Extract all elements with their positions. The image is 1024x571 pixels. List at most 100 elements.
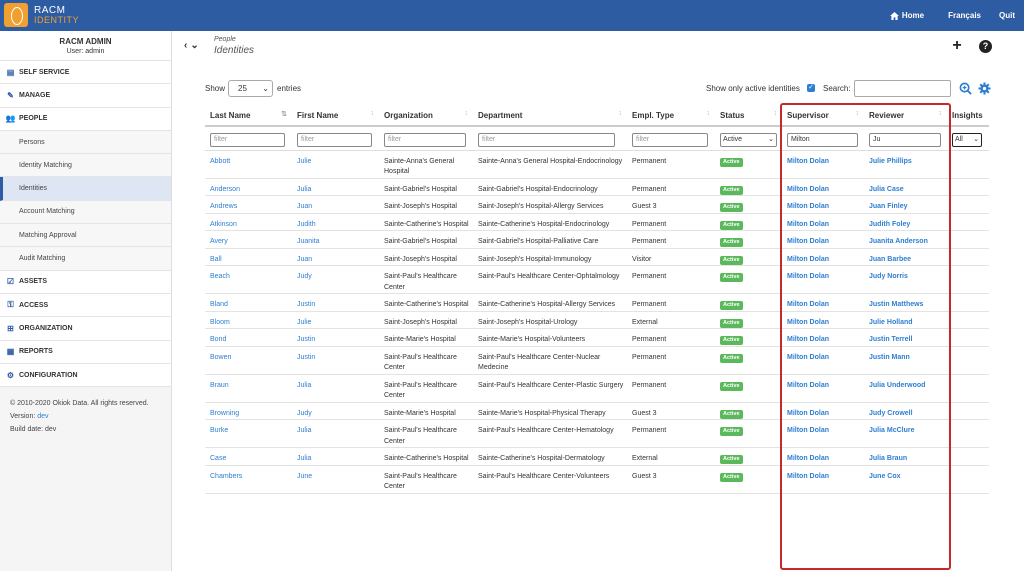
filter-status-select[interactable]: Active ⌄ [720,133,778,147]
supervisor-link[interactable]: Milton Dolan [782,293,864,312]
first-name-cell[interactable]: June [292,465,379,494]
table-row[interactable]: Atkinson Judith Sainte-Catherine's Hospita… [205,213,989,231]
filter-department-input[interactable]: filter [478,133,616,147]
reviewer-link[interactable]: Julie Holland [864,311,947,329]
reviewer-link[interactable]: Julia Braun [864,447,947,466]
supervisor-link[interactable]: Milton Dolan [782,213,864,231]
reviewer-link[interactable]: Juan Barbee [864,248,947,266]
supervisor-link[interactable]: Milton Dolan [782,328,864,347]
filter-first-name-input[interactable]: filter [297,133,373,147]
supervisor-link[interactable]: Milton Dolan [782,346,864,375]
table-row[interactable]: Bond Justin Sainte-Marie's Hospital Sainte-… [205,328,989,347]
sidebar-item-configuration[interactable]: ⚙ CONFIGURATION [0,363,171,388]
table-row[interactable]: Anderson Julia Saint-Gabriel's Hospital Sai… [205,178,989,196]
last-name-cell[interactable]: Abbott [205,150,292,179]
last-name-cell[interactable]: Case [205,447,292,466]
supervisor-link[interactable]: Milton Dolan [782,419,864,448]
column-header-insights[interactable]: Insights [947,105,989,127]
help-icon[interactable]: ? [979,40,992,53]
first-name-cell[interactable]: Julia [292,178,379,196]
first-name-cell[interactable]: Julia [292,374,379,403]
first-name-cell[interactable]: Julia [292,447,379,466]
chevron-down-icon[interactable]: ⌄ [190,40,202,51]
table-row[interactable]: Andrews Juan Saint-Joseph's Hospital Saint-… [205,195,989,214]
column-header-reviewer[interactable]: Reviewer ↕ [864,105,947,127]
last-name-cell[interactable]: Chambers [205,465,292,494]
supervisor-link[interactable]: Milton Dolan [782,447,864,466]
sidebar-item-manage[interactable]: ✎ MANAGE [0,84,171,108]
sidebar-item-access[interactable]: ⚿ ACCESS [0,293,171,318]
filter-reviewer-input[interactable]: Ju [869,133,941,147]
supervisor-link[interactable]: Milton Dolan [782,402,864,420]
table-row[interactable]: Avery Juanita Saint-Gabriel's Hospital Sain… [205,230,989,249]
supervisor-link[interactable]: Milton Dolan [782,195,864,214]
first-name-cell[interactable]: Justin [292,293,379,312]
reviewer-link[interactable]: June Cox [864,465,947,494]
last-name-cell[interactable]: Bowen [205,346,292,375]
language-link[interactable]: Français [948,11,981,20]
supervisor-link[interactable]: Milton Dolan [782,465,864,494]
last-name-cell[interactable]: Burke [205,419,292,448]
supervisor-link[interactable]: Milton Dolan [782,374,864,403]
add-icon[interactable]: + [952,37,962,54]
breadcrumb[interactable]: People [214,36,236,43]
version-link[interactable]: dev [37,413,49,421]
reviewer-link[interactable]: Julia Case [864,178,947,196]
table-row[interactable]: Bloom Julie Saint-Joseph's Hospital Saint-J… [205,311,989,329]
reviewer-link[interactable]: Julie Phillips [864,150,947,179]
last-name-cell[interactable]: Andrews [205,195,292,214]
supervisor-link[interactable]: Milton Dolan [782,311,864,329]
reviewer-link[interactable]: Julia McClure [864,419,947,448]
last-name-cell[interactable]: Bloom [205,311,292,329]
first-name-cell[interactable]: Julie [292,150,379,179]
first-name-cell[interactable]: Justin [292,346,379,375]
sidebar-item-assets[interactable]: ☑ ASSETS [0,270,171,294]
filter-organization-input[interactable]: filter [384,133,466,147]
first-name-cell[interactable]: Judy [292,265,379,294]
sidebar-item-self-service[interactable]: ▤ SELF SERVICE [0,61,171,85]
last-name-cell[interactable]: Bland [205,293,292,312]
filter-supervisor-input[interactable]: Milton [787,133,858,147]
first-name-cell[interactable]: Juanita [292,230,379,249]
supervisor-link[interactable]: Milton Dolan [782,230,864,249]
first-name-cell[interactable]: Julie [292,311,379,329]
entries-select[interactable]: 25 ⌄ [228,80,273,97]
filter-last-name-input[interactable]: filter [210,133,286,147]
last-name-cell[interactable]: Beach [205,265,292,294]
column-header-last-name[interactable]: Last Name ⇅ [205,105,292,127]
last-name-cell[interactable]: Bond [205,328,292,347]
table-row[interactable]: Case Julia Sainte-Catherine's Hospital Sain… [205,447,989,466]
sidebar-item-people[interactable]: 👥 PEOPLE [0,107,171,131]
first-name-cell[interactable]: Juan [292,248,379,266]
sidebar-item-identities[interactable]: Identities [0,177,171,201]
reviewer-link[interactable]: Judy Norris [864,265,947,294]
filter-insights-select[interactable]: All ⌄ [952,133,982,147]
column-header-supervisor[interactable]: Supervisor ↕ [782,105,864,127]
column-header-first-name[interactable]: First Name ↕ [292,105,379,127]
first-name-cell[interactable]: Judith [292,213,379,231]
column-header-organization[interactable]: Organization ↕ [379,105,473,127]
table-row[interactable]: Chambers June Saint-Paul's Healthcare Cent… [205,465,989,494]
sidebar-item-identity-matching[interactable]: Identity Matching [0,154,171,178]
table-row[interactable]: Browning Judy Sainte-Marie's Hospital Saint… [205,402,989,420]
last-name-cell[interactable]: Browning [205,402,292,420]
supervisor-link[interactable]: Milton Dolan [782,178,864,196]
table-row[interactable]: Abbott Julie Sainte-Anna's General Hospita… [205,150,989,179]
first-name-cell[interactable]: Juan [292,195,379,214]
sidebar-item-audit-matching[interactable]: Audit Matching [0,247,171,271]
table-row[interactable]: Burke Julia Saint-Paul's Healthcare Center… [205,419,989,448]
reviewer-link[interactable]: Justin Matthews [864,293,947,312]
last-name-cell[interactable]: Braun [205,374,292,403]
table-row[interactable]: Beach Judy Saint-Paul's Healthcare Center S… [205,265,989,294]
reviewer-link[interactable]: Judy Crowell [864,402,947,420]
first-name-cell[interactable]: Judy [292,402,379,420]
zoom-in-icon[interactable] [959,82,972,95]
reviewer-link[interactable]: Justin Mann [864,346,947,375]
table-row[interactable]: Braun Julia Saint-Paul's Healthcare Center… [205,374,989,403]
reviewer-link[interactable]: Juanita Anderson [864,230,947,249]
reviewer-link[interactable]: Justin Terrell [864,328,947,347]
table-row[interactable]: Bowen Justin Saint-Paul's Healthcare Cente… [205,346,989,375]
last-name-cell[interactable]: Anderson [205,178,292,196]
last-name-cell[interactable]: Ball [205,248,292,266]
supervisor-link[interactable]: Milton Dolan [782,265,864,294]
